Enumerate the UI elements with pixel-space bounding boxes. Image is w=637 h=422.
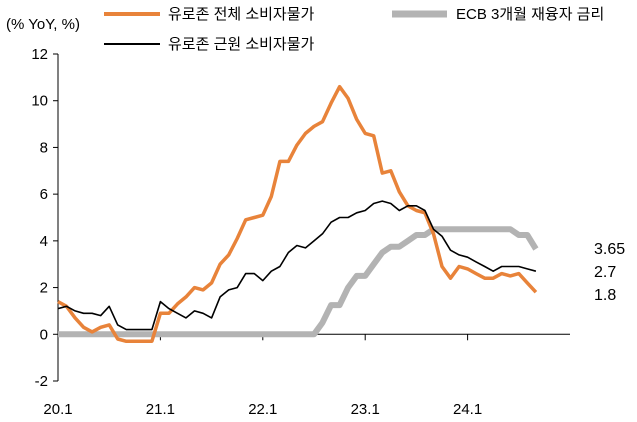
y-tick-label: -2	[35, 373, 48, 390]
y-tick-label: 0	[40, 326, 48, 343]
end-label-ecb-rate: 3.65	[594, 241, 625, 258]
y-tick-label: 10	[31, 93, 48, 110]
y-tick-label: 6	[40, 186, 48, 203]
cpi-line	[57, 84, 538, 344]
series-layer	[57, 84, 539, 344]
core-cpi-line	[57, 200, 537, 331]
y-tick-label: 12	[31, 46, 48, 63]
ecb-rate-line	[58, 226, 539, 338]
y-tick-label: 2	[40, 280, 48, 297]
y-axis-label: (% YoY, %)	[6, 16, 80, 33]
y-tick-label: 4	[40, 233, 48, 250]
x-tick-label: 23.1	[351, 401, 380, 418]
legend-label-ecb-rate: ECB 3개월 재융자 금리	[456, 6, 604, 23]
end-labels: 3.65 2.7 1.8	[594, 241, 625, 304]
end-label-core-cpi: 2.7	[594, 264, 616, 281]
y-tick-label: 8	[40, 139, 48, 156]
legend-label-core-cpi: 유로존 근원 소비자물가	[168, 36, 315, 53]
end-label-cpi: 1.8	[594, 287, 616, 304]
x-tick-label: 20.1	[43, 401, 72, 418]
legend-label-cpi: 유로존 전체 소비자물가	[168, 6, 315, 23]
x-tick-label: 21.1	[146, 401, 175, 418]
legend: 유로존 전체 소비자물가 유로존 근원 소비자물가 ECB 3개월 재융자 금리	[104, 6, 604, 53]
x-tick-label: 24.1	[453, 401, 482, 418]
x-tick-label: 22.1	[248, 401, 277, 418]
